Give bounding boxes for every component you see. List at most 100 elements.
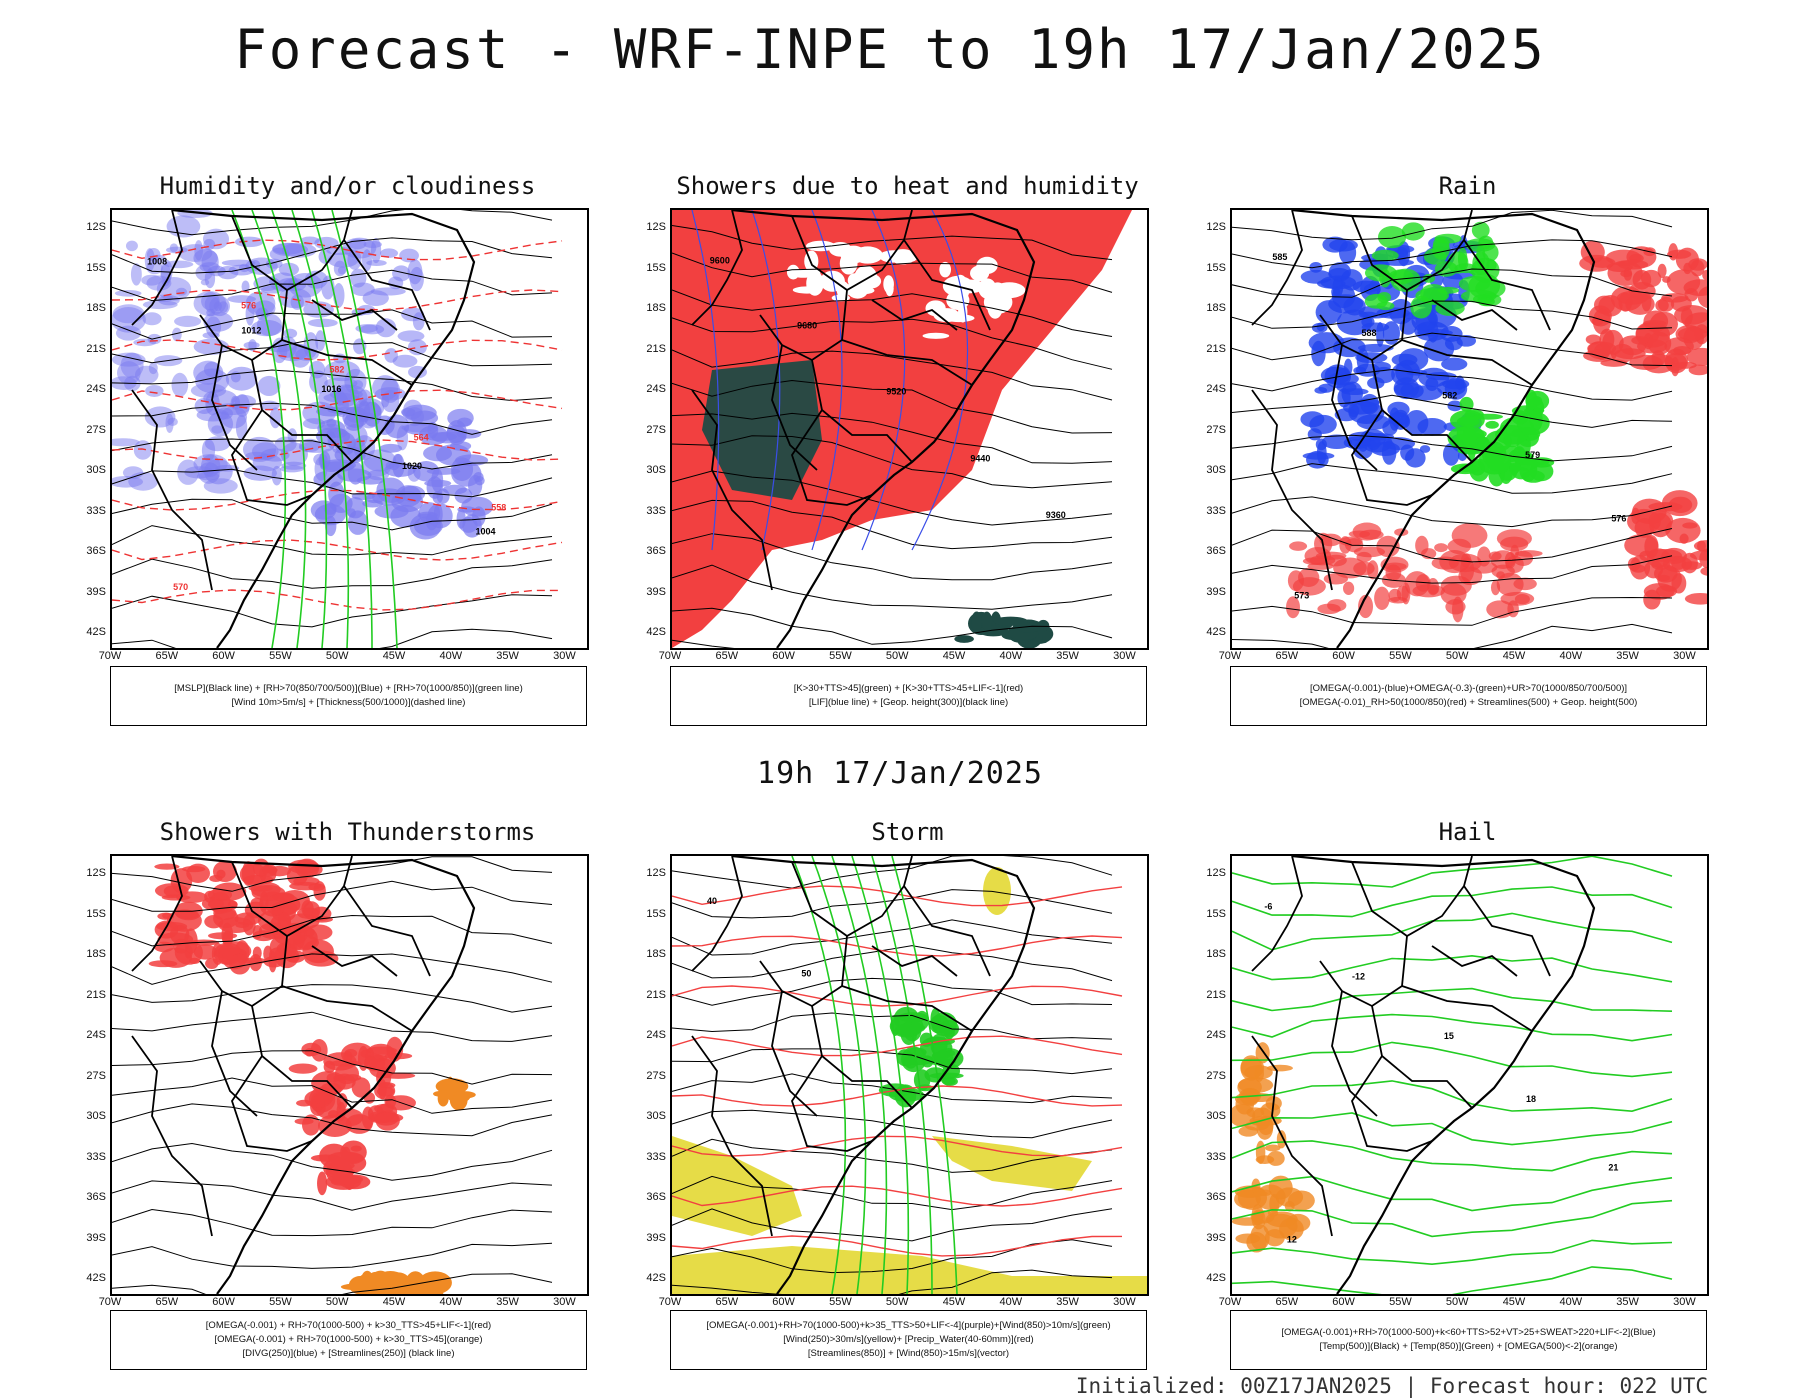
streamline [1232, 463, 1673, 494]
shaded-cell [234, 236, 264, 248]
border-line [871, 945, 958, 977]
coastline [171, 210, 476, 648]
shaded-cell [209, 875, 223, 883]
shaded-cell [1472, 413, 1503, 420]
lon-tick-label: 65W [715, 650, 739, 662]
streamline [672, 607, 1113, 645]
shaded-cell [1321, 434, 1352, 450]
lon-tick-label: 45W [942, 1296, 966, 1308]
lat-tick-label: 27S [86, 423, 106, 436]
shaded-cell [171, 327, 182, 342]
streamline [112, 1180, 553, 1211]
lat-tick-label: 12S [86, 867, 106, 879]
border-line [1371, 359, 1473, 463]
temperature-contour [1232, 1266, 1673, 1294]
shaded-cell [1683, 262, 1692, 275]
border-line [1251, 1035, 1333, 1237]
lon-tick-label: 70W [1218, 650, 1242, 662]
border-line [211, 344, 258, 471]
shaded-cell [164, 260, 194, 269]
shaded-cell [1684, 592, 1707, 605]
legend-line: [Wind(250)>30m/s](yellow)+ [Precip_Water… [783, 1334, 1034, 1345]
streamline [112, 984, 553, 1013]
lon-tick-label: 50W [885, 1296, 909, 1308]
shaded-cell [1442, 443, 1460, 466]
shaded-cell [125, 240, 138, 252]
thickness-contour [112, 539, 563, 561]
shaded-cell [1509, 462, 1522, 473]
shaded-cell [363, 240, 382, 249]
shaded-cell [1388, 596, 1408, 604]
temperature-contour [1232, 912, 1673, 951]
shaded-cell [1644, 534, 1659, 559]
temperature-contour [1232, 1199, 1673, 1238]
shaded-cell [335, 1161, 355, 1170]
shaded-cell [1314, 386, 1328, 394]
lat-tick-label: 33S [86, 504, 106, 517]
map-canvas-storm: 40 50 [672, 856, 1147, 1294]
shaded-cell [303, 927, 315, 937]
border-line [311, 299, 398, 331]
shaded-cell [328, 1165, 341, 1175]
border-line [211, 990, 258, 1117]
streamline [112, 525, 553, 556]
streamline [1232, 596, 1673, 626]
lon-tick-label: 50W [885, 650, 909, 662]
lon-tick-label: 50W [1445, 650, 1469, 662]
temperature-contour [1232, 1140, 1673, 1172]
rh-contour [811, 856, 867, 1294]
panel-title-humidity: Humidity and/or cloudiness [159, 172, 536, 200]
shaded-cell [1417, 323, 1429, 336]
shaded-cell [301, 1042, 322, 1057]
streamline [1232, 210, 1673, 241]
legend-line: [Streamlines(850)] + [Wind(850)>15m/s](v… [807, 1348, 1010, 1359]
shower-green-area [702, 360, 822, 500]
legend-line: [OMEGA(-0.001)+RH>70(1000-500)+k<60+TTS>… [1281, 1327, 1656, 1338]
shaded-cell [196, 408, 230, 422]
lat-tick-label: 18S [86, 302, 106, 314]
contour-label: 576 [1611, 514, 1626, 524]
shaded-cell [218, 917, 254, 934]
shaded-cell [1311, 340, 1326, 367]
lat-tick-label: 21S [86, 342, 106, 355]
shaded-cell [329, 493, 353, 513]
precip-water-contour [672, 1185, 1123, 1207]
shaded-cell [211, 425, 224, 434]
map-showers-heat: 9600 9680 9520 9440 9360 [670, 208, 1149, 650]
shaded-cell [1264, 1144, 1281, 1152]
shaded-cell [931, 1051, 954, 1066]
lon-tick-label: 30W [553, 650, 576, 662]
shaded-cell [1415, 535, 1429, 556]
contour-label: 9440 [970, 453, 990, 463]
shaded-cell [204, 436, 231, 452]
shaded-cell [1258, 1116, 1274, 1136]
lon-tick-label: 40W [1559, 1296, 1583, 1308]
streamline [672, 225, 1113, 261]
shaded-cell [1651, 350, 1666, 367]
coastline [731, 856, 1036, 1294]
shaded-cell [212, 882, 247, 901]
lat-tick-label: 15S [1206, 907, 1226, 920]
shaded-cell [1376, 301, 1395, 311]
streamline [112, 339, 553, 367]
streamline [1232, 300, 1673, 330]
shaded-cell [1322, 236, 1348, 253]
shaded-cell [327, 1110, 339, 1118]
shaded-cell [1666, 269, 1701, 295]
shaded-cell [278, 262, 300, 276]
shaded-cell [1486, 600, 1514, 619]
shaded-cell [1238, 1126, 1258, 1137]
shaded-cell [413, 461, 440, 482]
lat-tick-label: 42S [86, 626, 106, 638]
shaded-cell [1585, 334, 1602, 345]
border-line [231, 210, 353, 292]
shaded-cell [334, 1063, 360, 1085]
shaded-cell [412, 312, 425, 331]
shaded-cell [805, 240, 836, 252]
shaded-cell [243, 341, 260, 349]
lat-tick-label: 36S [86, 1191, 106, 1203]
shaded-cell [1592, 308, 1611, 335]
lat-tick-label: 30S [86, 1110, 106, 1122]
streamline [112, 856, 553, 892]
lon-tick-label: 35W [1056, 650, 1079, 662]
